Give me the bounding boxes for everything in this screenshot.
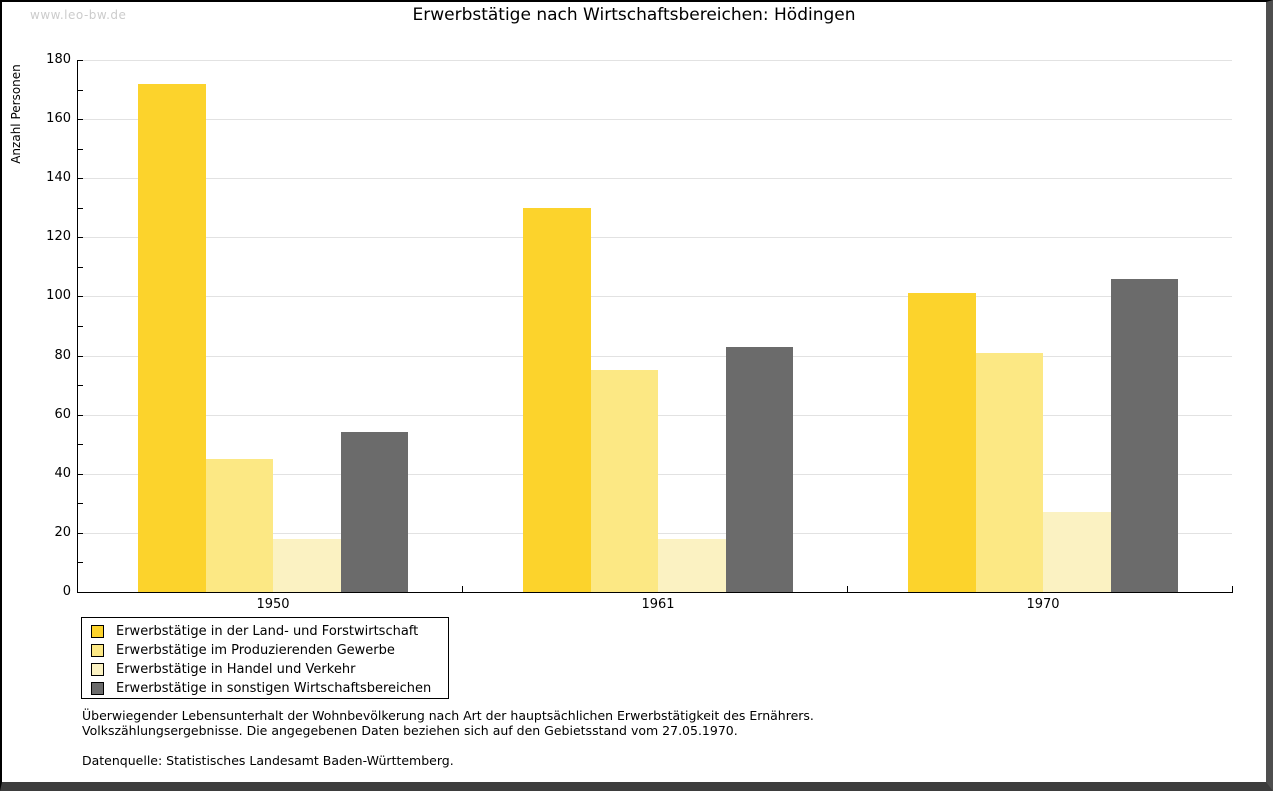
y-tick-110	[78, 266, 83, 268]
legend-label-3: Erwerbstätige in Handel und Verkehr	[116, 662, 356, 677]
x-category-label-1961: 1961	[641, 597, 675, 612]
y-tick-90	[78, 326, 83, 327]
y-tick-80	[78, 355, 83, 357]
bar-1950-series-3	[273, 538, 341, 592]
legend-label-2: Erwerbstätige im Produzierenden Gewerbe	[116, 643, 395, 658]
y-tick-70	[78, 385, 83, 387]
y-tick-label-60: 60	[54, 406, 71, 422]
y-axis-title: Anzahl Personen	[9, 64, 23, 164]
y-tick-10	[78, 562, 83, 564]
x-category-label-1970: 1970	[1026, 597, 1060, 612]
legend-row-4: Erwerbstätige in sonstigen Wirtschaftsbe…	[91, 679, 448, 698]
gridline-y-100	[77, 296, 1232, 298]
y-tick-label-160: 160	[46, 111, 71, 127]
y-tick-150	[78, 148, 83, 150]
y-tick-label-180: 180	[46, 52, 71, 67]
y-tick-label-80: 80	[54, 347, 71, 363]
y-tick-20	[78, 532, 83, 534]
y-tick-40	[78, 473, 83, 475]
x-category-label-1950: 1950	[256, 597, 290, 612]
y-tick-30	[78, 503, 83, 505]
y-tick-130	[78, 207, 83, 209]
bar-1970-series-2	[975, 352, 1043, 592]
y-tick-label-100: 100	[46, 288, 71, 304]
legend-swatch-1	[91, 625, 104, 638]
gridline-y-120	[77, 237, 1232, 239]
legend-swatch-4	[91, 682, 104, 695]
bar-1961-series-4	[725, 346, 793, 592]
bar-1950-series-2	[205, 459, 273, 592]
y-tick-label-120: 120	[46, 229, 71, 245]
y-tick-100	[78, 296, 83, 298]
y-tick-label-140: 140	[46, 170, 71, 186]
legend-row-3: Erwerbstätige in Handel und Verkehr	[91, 660, 448, 679]
x-tick-1	[462, 586, 463, 592]
gridline-y-180	[77, 60, 1232, 61]
x-axis-line	[77, 592, 1233, 593]
legend: Erwerbstätige in der Land- und Forstwirt…	[81, 617, 449, 699]
footnote-line-1: Überwiegender Lebensunterhalt der Wohnbe…	[82, 708, 814, 723]
y-tick-120	[78, 237, 83, 239]
y-axis-line	[77, 60, 78, 593]
bar-1961-series-1	[523, 207, 591, 592]
data-source: Datenquelle: Statistisches Landesamt Bad…	[82, 753, 454, 768]
legend-row-2: Erwerbstätige im Produzierenden Gewerbe	[91, 641, 448, 660]
bar-1961-series-3	[658, 538, 726, 592]
plot-area: Anzahl Personen 0 20 40 60 80 100 120 140 160 180…	[2, 2, 1266, 782]
legend-row-1: Erwerbstätige in der Land- und Forstwirt…	[91, 622, 448, 641]
bar-1970-series-4	[1110, 278, 1178, 592]
gridline-y-80	[77, 355, 1232, 357]
y-tick-label-0: 0	[62, 584, 71, 599]
y-tick-170	[78, 89, 83, 91]
gridline-y-140	[77, 178, 1232, 180]
chart-title: Erwerbstätige nach Wirtschaftsbereichen:…	[412, 5, 856, 25]
y-tick-180	[78, 60, 83, 61]
x-tick-3	[1232, 586, 1233, 592]
watermark: www.leo-bw.de	[30, 8, 127, 22]
bar-1950-series-4	[340, 432, 408, 592]
legend-label-4: Erwerbstätige in sonstigen Wirtschaftsbe…	[116, 681, 432, 696]
y-tick-60	[78, 414, 83, 416]
bar-1950-series-1	[138, 83, 206, 592]
bar-1970-series-3	[1043, 512, 1111, 592]
bar-1970-series-1	[908, 293, 976, 592]
y-tick-160	[78, 119, 83, 121]
x-tick-2	[847, 586, 848, 592]
y-tick-label-20: 20	[54, 524, 71, 540]
footnote-line-2: Volkszählungsergebnisse. Die angegebenen…	[82, 722, 738, 738]
y-tick-140	[78, 178, 83, 180]
legend-swatch-2	[91, 644, 104, 657]
y-tick-50	[78, 444, 83, 446]
y-tick-label-40: 40	[54, 465, 71, 481]
footnote: Überwiegender Lebensunterhalt der Wohnbe…	[82, 708, 814, 738]
legend-swatch-3	[91, 663, 104, 676]
bar-1961-series-2	[590, 370, 658, 592]
legend-label-1: Erwerbstätige in der Land- und Forstwirt…	[116, 624, 419, 639]
gridline-y-160	[77, 119, 1232, 121]
